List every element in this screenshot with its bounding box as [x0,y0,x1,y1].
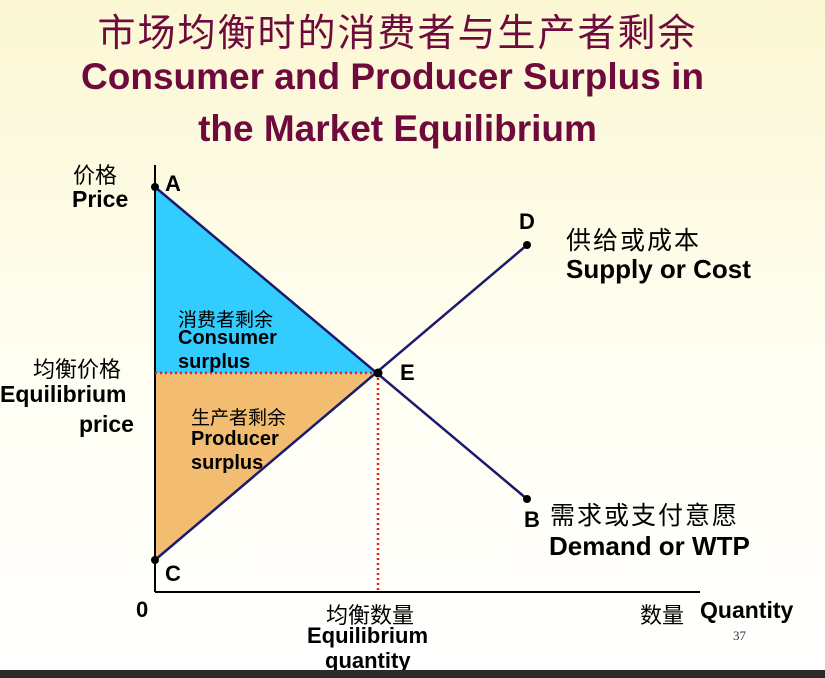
equilibrium-quantity-label-zh: 均衡数量 [326,604,415,629]
producer-surplus-label-en-1: Producer [191,428,279,450]
origin-label: 0 [136,597,149,622]
title-english-line2: the Market Equilibrium [198,108,597,149]
supply-label-zh: 供给或成本 [566,226,702,255]
point-c-dot [151,556,159,564]
producer-surplus-label-en-2: surplus [191,452,264,474]
x-axis-label-zh: 数量 [640,604,685,629]
point-b-label: B [524,507,540,532]
consumer-surplus-label-zh: 消费者剩余 [178,309,274,331]
demand-curve [154,186,528,500]
bottom-bar [0,670,825,678]
title-chinese: 市场均衡时的消费者与生产者剩余 [97,11,698,55]
demand-label-zh: 需求或支付意愿 [550,501,740,530]
point-d-label: D [519,209,535,234]
supply-curve [154,244,528,561]
point-a-label: A [165,171,181,196]
supply-label-en: Supply or Cost [566,254,751,284]
y-axis-label-en: Price [72,186,129,212]
point-d-dot [523,241,531,249]
equilibrium-price-label-zh: 均衡价格 [33,358,122,383]
point-a-dot [151,183,159,191]
equilibrium-price-label-en-2: price [79,411,134,437]
page-number: 37 [733,628,746,643]
point-b-dot [523,495,531,503]
equilibrium-quantity-label-en-1: Equilibrium [307,623,428,648]
title-english-line1: Consumer and Producer Surplus in [81,56,704,97]
point-c-label: C [165,561,181,586]
consumer-surplus-label-en-2: surplus [178,351,251,373]
point-e-label: E [400,360,415,385]
demand-label-en: Demand or WTP [549,531,750,561]
point-e-dot [373,368,383,378]
y-axis-label-zh: 价格 [73,164,118,189]
x-axis-label-en: Quantity [700,597,794,623]
producer-surplus-label-zh: 生产者剩余 [191,407,287,429]
equilibrium-quantity-label-en-2: quantity [325,648,411,673]
equilibrium-price-label-en-1: Equilibrium [0,381,127,407]
consumer-surplus-label-en-1: Consumer [178,327,277,349]
